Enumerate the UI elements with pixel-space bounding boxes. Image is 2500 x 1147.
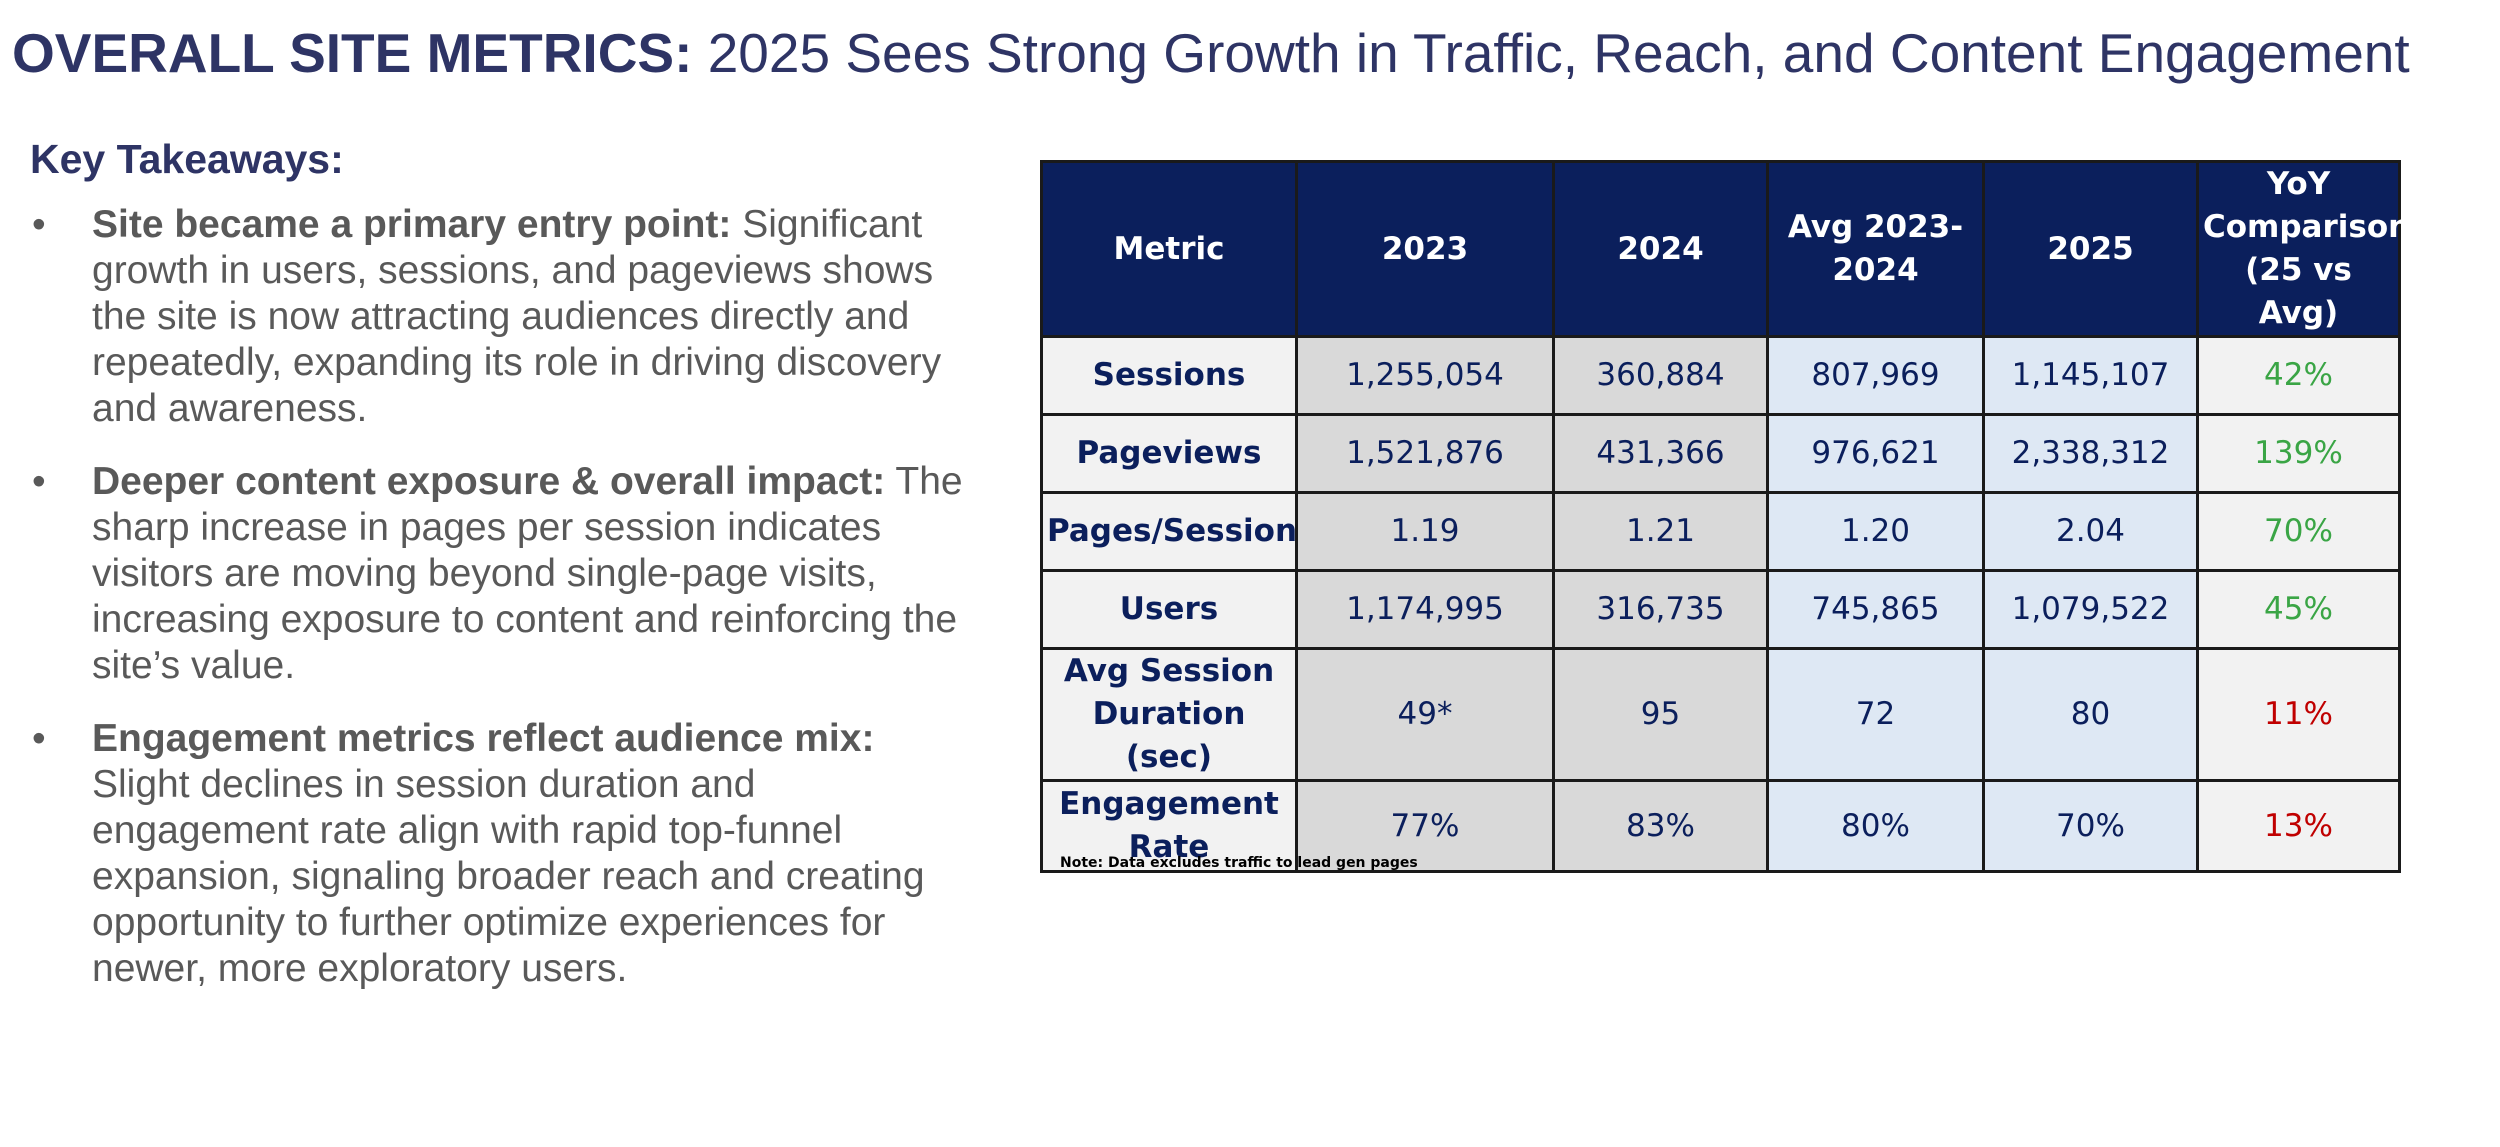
value-avg-cell: 807,969	[1766, 335, 1985, 416]
value-2023-cell: 77%	[1295, 779, 1555, 873]
value-2025-cell: 2.04	[1982, 491, 2199, 572]
column-header-2024: 2024	[1552, 160, 1769, 338]
value-2023-cell: 1,174,995	[1295, 569, 1555, 650]
table-row: Avg Session Duration (sec) 49* 95 72 80 …	[1040, 647, 2401, 782]
value-2025-cell: 70%	[1982, 779, 2199, 873]
table-row: Pages/Session 1.19 1.21 1.20 2.04 70%	[1040, 491, 2401, 572]
value-avg-cell: 976,621	[1766, 413, 1985, 494]
metric-name-cell: Engagement Rate	[1040, 779, 1298, 873]
value-2024-cell: 83%	[1552, 779, 1769, 873]
value-2023-cell: 1,521,876	[1295, 413, 1555, 494]
table-header-row: Metric 2023 2024 Avg 2023-2024 2025 YoY …	[1040, 160, 2410, 338]
takeaway-body: Slight declines in session duration and …	[92, 763, 925, 990]
value-avg-cell: 1.20	[1766, 491, 1985, 572]
metric-name-cell: Avg Session Duration (sec)	[1040, 647, 1298, 782]
value-avg-cell: 80%	[1766, 779, 1985, 873]
value-2025-cell: 2,338,312	[1982, 413, 2199, 494]
column-header-yoy: YoY Comparison (25 vs Avg)	[2196, 160, 2410, 338]
takeaway-body: The sharp increase in pages per session …	[92, 460, 963, 687]
value-2024-cell: 316,735	[1552, 569, 1769, 650]
value-avg-cell: 72	[1766, 647, 1985, 782]
value-2023-cell: 1.19	[1295, 491, 1555, 572]
table-row: Engagement Rate 77% 83% 80% 70% 13%	[1040, 779, 2401, 873]
page-title-rest: 2025 Sees Strong Growth in Traffic, Reac…	[692, 22, 2410, 84]
value-2025-cell: 1,079,522	[1982, 569, 2199, 650]
table-row: Users 1,174,995 316,735 745,865 1,079,52…	[1040, 569, 2401, 650]
table-row: Sessions 1,255,054 360,884 807,969 1,145…	[1040, 335, 2401, 416]
takeaway-heading: Site became a primary entry point:	[92, 203, 732, 246]
takeaway-item: • Deeper content exposure & overall impa…	[30, 459, 965, 689]
key-takeaways-heading: Key Takeaways:	[30, 136, 344, 182]
value-2025-cell: 80	[1982, 647, 2199, 782]
yoy-comparison-cell: 42%	[2196, 335, 2401, 416]
takeaway-heading: Engagement metrics reflect audience mix:	[92, 717, 875, 760]
takeaways-list: • Site became a primary entry point: Sig…	[30, 202, 965, 992]
metric-name-cell: Sessions	[1040, 335, 1298, 416]
takeaway-item: • Site became a primary entry point: Sig…	[30, 202, 965, 432]
value-2023-cell: 49*	[1295, 647, 1555, 782]
column-header-avg: Avg 2023-2024	[1766, 160, 1985, 338]
yoy-comparison-cell: 13%	[2196, 779, 2401, 873]
takeaway-heading: Deeper content exposure & overall impact…	[92, 460, 886, 503]
table-row: Pageviews 1,521,876 431,366 976,621 2,33…	[1040, 413, 2401, 494]
value-2024-cell: 431,366	[1552, 413, 1769, 494]
yoy-comparison-cell: 45%	[2196, 569, 2401, 650]
column-header-2023: 2023	[1295, 160, 1555, 338]
page-title-bold: OVERALL SITE METRICS:	[12, 22, 693, 84]
site-metrics-table: Metric 2023 2024 Avg 2023-2024 2025 YoY …	[1040, 160, 2410, 873]
value-2024-cell: 95	[1552, 647, 1769, 782]
takeaway-body: Significant growth in users, sessions, a…	[92, 203, 942, 430]
value-2024-cell: 1.21	[1552, 491, 1769, 572]
bullet-icon: •	[32, 717, 46, 760]
value-2024-cell: 360,884	[1552, 335, 1769, 416]
value-2025-cell: 1,145,107	[1982, 335, 2199, 416]
yoy-comparison-cell: 11%	[2196, 647, 2401, 782]
metric-name-cell: Pageviews	[1040, 413, 1298, 494]
yoy-comparison-cell: 139%	[2196, 413, 2401, 494]
column-header-metric: Metric	[1040, 160, 1298, 338]
takeaway-item: • Engagement metrics reflect audience mi…	[30, 716, 965, 992]
metric-name-cell: Pages/Session	[1040, 491, 1298, 572]
value-2023-cell: 1,255,054	[1295, 335, 1555, 416]
column-header-2025: 2025	[1982, 160, 2199, 338]
bullet-icon: •	[32, 460, 46, 503]
page-title: OVERALL SITE METRICS: 2025 Sees Strong G…	[12, 18, 2492, 88]
key-takeaways-panel: Key Takeaways: • Site became a primary e…	[30, 130, 965, 1019]
value-avg-cell: 745,865	[1766, 569, 1985, 650]
yoy-comparison-cell: 70%	[2196, 491, 2401, 572]
table-footnote: Note: Data excludes traffic to lead gen …	[1060, 855, 1418, 871]
bullet-icon: •	[32, 203, 46, 246]
metric-name-cell: Users	[1040, 569, 1298, 650]
